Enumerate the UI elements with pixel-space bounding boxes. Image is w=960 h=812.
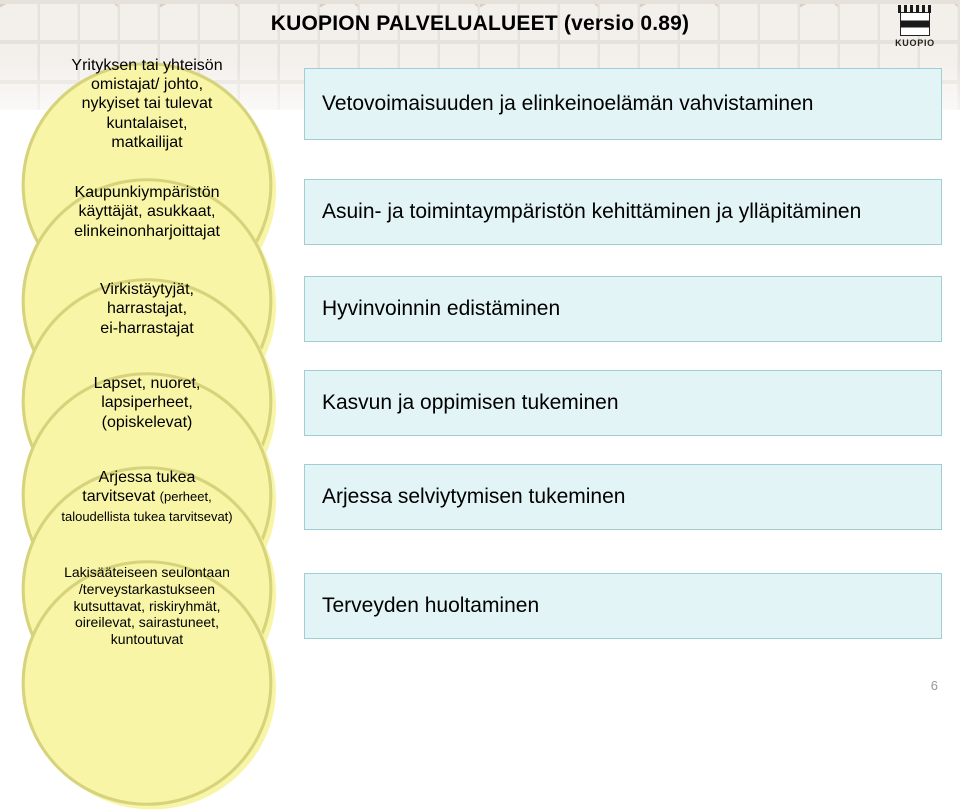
ellipse-line: Yrityksen tai yhteisön (71, 57, 222, 74)
audience-ellipse: Lapset, nuoret, lapsiperheet, (opiskelev… (18, 366, 276, 440)
service-area-box: Terveyden huoltaminen (304, 573, 942, 639)
audience-ellipse: Virkistäytyjät, harrastajat, ei-harrasta… (18, 272, 276, 346)
header: KUOPION PALVELUALUEET (versio 0.89) KUOP… (18, 12, 942, 48)
ellipse-line: Kaupunkiympäristön (75, 184, 220, 201)
box-text: Hyvinvoinnin edistäminen (322, 297, 560, 321)
service-area-box: Asuin- ja toimintaympäristön kehittämine… (304, 179, 942, 245)
ellipse-line: nykyiset tai tulevat (82, 95, 213, 112)
page-number: 6 (931, 678, 938, 693)
ellipse-line: Virkistäytyjät, (100, 281, 194, 298)
audience-ellipse: Yrityksen tai yhteisön omistajat/ johto,… (18, 56, 276, 152)
ellipse-line: lapsiperheet, (101, 394, 193, 411)
shield-icon (900, 12, 930, 36)
box-text: Terveyden huoltaminen (322, 594, 539, 618)
ellipse-line: omistajat/ johto, (91, 76, 203, 93)
box-text: Asuin- ja toimintaympäristön kehittämine… (322, 200, 861, 224)
ellipse-line: kutsuttavat, riskiryhmät, (73, 598, 220, 614)
ellipse-line: /terveystarkastukseen (79, 581, 215, 597)
audience-ellipse: Arjessa tukea tarvitsevat (perheet, talo… (18, 460, 276, 534)
ellipse-line: kuntalaiset, (107, 115, 188, 132)
ellipse-line: harrastajat, (107, 300, 187, 317)
ellipse-line: Lakisääteiseen seulontaan (64, 564, 230, 580)
ellipse-sub-line: taloudellista tukea tarvitsevat) (61, 509, 232, 524)
ellipse-line: (opiskelevat) (102, 414, 193, 431)
ellipse-line: tarvitsevat (82, 488, 155, 505)
ellipse-line: ei-harrastajat (100, 320, 193, 337)
diagram-grid: Yrityksen tai yhteisön omistajat/ johto,… (18, 56, 942, 658)
box-text: Vetovoimaisuuden ja elinkeinoelämän vahv… (322, 92, 813, 116)
ellipse-line: Arjessa tukea (99, 469, 196, 486)
service-area-box: Kasvun ja oppimisen tukeminen (304, 370, 942, 436)
logo-text: KUOPIO (895, 38, 935, 48)
audience-ellipse: Kaupunkiympäristön käyttäjät, asukkaat, … (18, 172, 276, 252)
ellipse-line: kuntoutuvat (111, 631, 183, 647)
ellipse-line: Lapset, nuoret, (94, 375, 201, 392)
ellipse-sub-line: (perheet, (160, 489, 212, 504)
kuopio-logo: KUOPIO (888, 12, 942, 48)
ellipse-line: oireilevat, sairastuneet, (75, 614, 219, 630)
service-area-box: Hyvinvoinnin edistäminen (304, 276, 942, 342)
page-title: KUOPION PALVELUALUEET (versio 0.89) (72, 12, 888, 36)
audience-ellipse: Lakisääteiseen seulontaan /terveystarkas… (18, 554, 276, 658)
ellipse-line: matkailijat (111, 134, 182, 151)
service-area-box: Vetovoimaisuuden ja elinkeinoelämän vahv… (304, 68, 942, 140)
box-text: Arjessa selviytymisen tukeminen (322, 485, 625, 509)
ellipse-line: käyttäjät, asukkaat, (79, 203, 216, 220)
box-text: Kasvun ja oppimisen tukeminen (322, 391, 619, 415)
ellipse-line: elinkeinonharjoittajat (74, 223, 220, 240)
service-area-box: Arjessa selviytymisen tukeminen (304, 464, 942, 530)
